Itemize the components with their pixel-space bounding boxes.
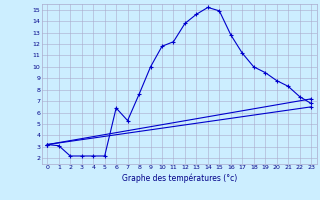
X-axis label: Graphe des températures (°c): Graphe des températures (°c) [122,173,237,183]
